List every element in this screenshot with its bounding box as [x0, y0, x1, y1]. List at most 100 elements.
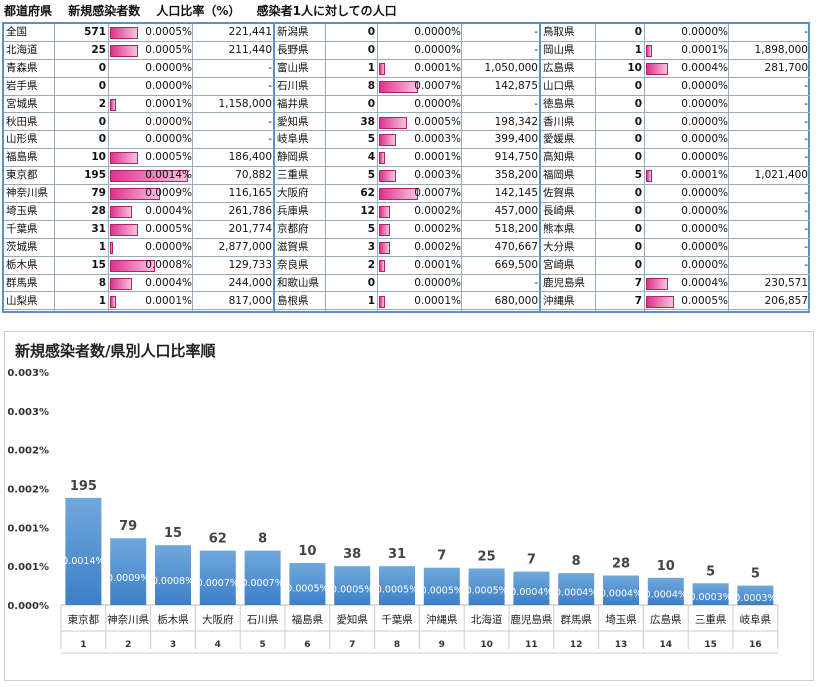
bar-value-label: 0.0004%: [555, 588, 597, 599]
bar-value-label: 0.0004%: [600, 589, 642, 600]
table-row: 広島県 10 0.0004% 281,700: [541, 60, 810, 78]
prefecture-name: 栃木県: [6, 258, 38, 271]
table-row: 群馬県 8 0.0004% 244,000: [4, 275, 274, 293]
population-per-case: -: [534, 26, 538, 38]
ratio-data-bar: [110, 98, 116, 111]
prefecture-name: 岡山県: [543, 43, 575, 56]
new-cases-count: 5: [634, 169, 642, 182]
prefecture-name: 長野県: [277, 43, 309, 56]
population-per-case: 358,200: [494, 169, 538, 182]
table-header: 都道府県 新規感染者数 人口比率（%） 感染者1人に対しての人口: [4, 2, 409, 20]
rank-label: 7: [349, 640, 355, 650]
population-ratio: 0.0002%: [414, 240, 461, 253]
x-tick-label: 大阪府: [202, 613, 234, 626]
population-per-case: 817,000: [228, 294, 272, 307]
population-per-case: 669,500: [494, 258, 538, 271]
prefecture-name: 広島県: [543, 61, 575, 74]
table-row: 山口県 0 0.0000% -: [541, 78, 810, 96]
bar-count-label: 38: [343, 547, 361, 562]
bar-value-label: 0.0009%: [107, 573, 149, 584]
ratio-data-bar: [379, 295, 385, 308]
new-cases-count: 0: [634, 151, 642, 164]
new-cases-count: 0: [98, 61, 106, 74]
bar-count-label: 28: [612, 556, 630, 571]
prefecture-name: 長崎県: [543, 205, 575, 217]
table-row: 長野県 0 0.0000% -: [275, 42, 540, 60]
population-per-case: 457,000: [494, 205, 538, 217]
population-ratio: 0.0009%: [145, 187, 192, 200]
chart-bar: [692, 583, 729, 605]
table-row: 栃木県 15 0.0008% 129,733: [4, 257, 274, 275]
population-per-case: -: [268, 79, 272, 92]
population-per-case: 70,882: [235, 169, 272, 182]
population-per-case: -: [804, 258, 808, 271]
chart-bar: [65, 497, 102, 605]
x-tick-label: 石川県: [247, 614, 279, 626]
population-ratio: 0.0005%: [681, 294, 728, 307]
bar-value-label: 0.0004%: [645, 590, 687, 601]
prefecture-name: 群馬県: [6, 276, 38, 289]
prefecture-name: 山形県: [6, 133, 38, 146]
population-per-case: -: [804, 240, 808, 253]
bar-count-label: 7: [437, 549, 446, 564]
new-cases-count: 15: [91, 258, 106, 271]
prefecture-name: 全国: [6, 26, 27, 38]
ratio-data-bar: [379, 62, 385, 75]
ratio-data-bar: [110, 44, 138, 57]
population-ratio: 0.0002%: [414, 222, 461, 235]
population-per-case: -: [804, 115, 808, 128]
prefecture-table: 全国 571 0.0005% 221,441 北海道 25 0.0005% 211,440 青森…: [2, 22, 810, 313]
bar-value-label: 0.0005%: [421, 585, 463, 596]
new-cases-count: 8: [367, 79, 375, 92]
table-row: 奈良県 2 0.0001% 669,500: [275, 257, 540, 275]
table-row: 大阪府 62 0.0007% 142,145: [275, 185, 540, 203]
bar-count-label: 10: [298, 544, 316, 559]
chart-bar: [513, 571, 550, 605]
table-row: 滋賀県 3 0.0002% 470,667: [275, 239, 540, 257]
rank-label: 5: [259, 640, 265, 650]
bar-value-label: 0.0003%: [689, 592, 731, 603]
x-tick-label: 三重県: [695, 613, 727, 626]
x-tick-label: 栃木県: [157, 613, 189, 626]
table-row: 島根県 1 0.0001% 680,000: [275, 293, 540, 311]
new-cases-count: 0: [98, 79, 106, 92]
prefecture-name: 千葉県: [6, 222, 38, 235]
prefecture-name: 岐阜県: [277, 133, 309, 146]
population-ratio: 0.0003%: [414, 169, 461, 182]
population-ratio: 0.0000%: [681, 26, 728, 38]
y-tick-label: 0.001%: [7, 562, 49, 573]
prefecture-name: 滋賀県: [277, 240, 309, 253]
rank-label: 6: [304, 640, 310, 650]
prefecture-name: 青森県: [6, 61, 38, 74]
population-ratio: 0.0001%: [681, 169, 728, 182]
population-per-case: -: [534, 276, 538, 289]
new-cases-count: 5: [367, 169, 375, 182]
rank-label: 10: [480, 640, 493, 650]
population-ratio: 0.0001%: [414, 61, 461, 74]
new-cases-count: 0: [367, 43, 375, 56]
new-cases-count: 12: [360, 205, 375, 217]
table-row: 長崎県 0 0.0000% -: [541, 203, 810, 221]
population-per-case: -: [804, 151, 808, 164]
population-ratio: 0.0000%: [681, 115, 728, 128]
bar-chart: 0.000% 0.001% 0.001% 0.002% 0.002% 0.003% 0.00…: [7, 368, 779, 654]
table-row: 大分県 0 0.0000% -: [541, 239, 810, 257]
rank-label: 13: [615, 640, 628, 650]
prefecture-name: 沖縄県: [543, 294, 575, 307]
bar-count-label: 8: [258, 532, 267, 547]
chart-bar: [199, 550, 236, 605]
prefecture-name: 徳島県: [543, 97, 575, 110]
column-divider: [108, 24, 109, 311]
bar-value-label: 0.0007%: [241, 578, 283, 589]
rank-label: 2: [125, 640, 131, 650]
population-ratio: 0.0001%: [145, 97, 192, 110]
prefecture-name: 大分県: [543, 240, 575, 253]
rank-label: 14: [660, 640, 673, 650]
table-row: 石川県 8 0.0007% 142,875: [275, 78, 540, 96]
bar-count-label: 62: [209, 532, 227, 547]
x-tick-label: 広島県: [650, 613, 682, 626]
new-cases-count: 0: [367, 97, 375, 110]
chart-title: 新規感染者数/県別人口比率順: [15, 342, 216, 360]
population-ratio: 0.0000%: [681, 205, 728, 217]
population-per-case: 399,400: [494, 133, 538, 146]
